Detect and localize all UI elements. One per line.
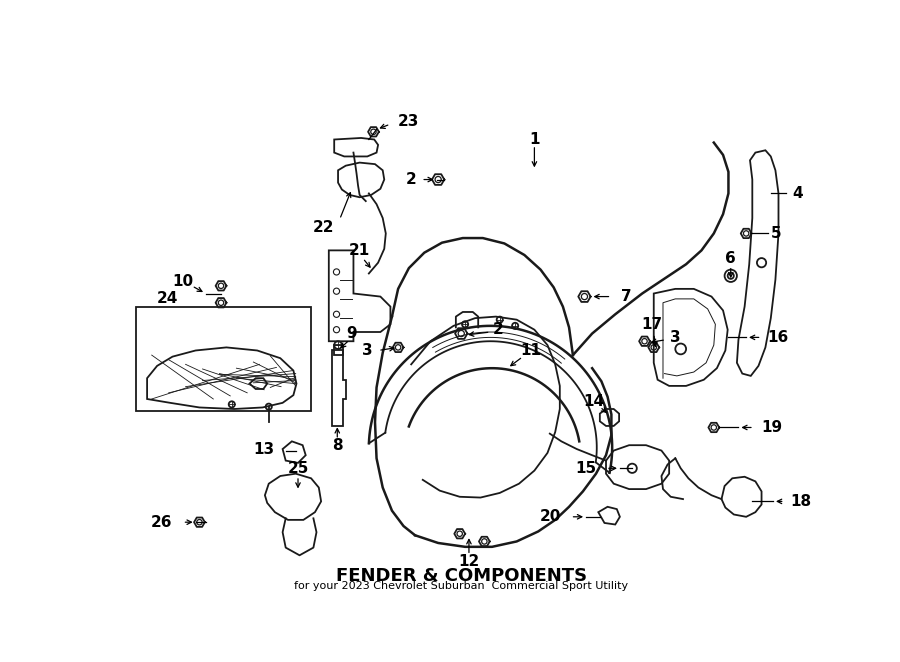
Text: FENDER & COMPONENTS: FENDER & COMPONENTS <box>336 567 587 585</box>
Text: 13: 13 <box>254 442 274 457</box>
Text: 5: 5 <box>770 226 781 241</box>
Text: 16: 16 <box>768 330 789 345</box>
Text: 11: 11 <box>520 343 541 358</box>
Text: 14: 14 <box>583 394 604 409</box>
Text: for your 2023 Chevrolet Suburban  Commercial Sport Utility: for your 2023 Chevrolet Suburban Commerc… <box>294 581 628 591</box>
Text: 2: 2 <box>406 172 417 187</box>
Text: 17: 17 <box>642 317 662 332</box>
Text: 10: 10 <box>172 273 194 289</box>
Text: 22: 22 <box>312 220 334 235</box>
Text: 3: 3 <box>670 330 680 345</box>
Text: 12: 12 <box>458 554 480 569</box>
Text: 9: 9 <box>346 326 357 341</box>
Text: 21: 21 <box>349 243 370 258</box>
Text: 24: 24 <box>157 291 178 307</box>
Text: 25: 25 <box>287 461 309 476</box>
Text: 18: 18 <box>791 494 812 509</box>
Text: 3: 3 <box>362 343 373 358</box>
Text: 20: 20 <box>540 509 562 524</box>
Text: 26: 26 <box>151 514 173 530</box>
Text: 15: 15 <box>575 461 596 476</box>
Text: 8: 8 <box>332 438 343 453</box>
Text: 19: 19 <box>761 420 783 435</box>
Text: 1: 1 <box>529 132 540 147</box>
Text: 23: 23 <box>398 115 419 129</box>
Text: 6: 6 <box>725 251 736 265</box>
Text: 7: 7 <box>621 289 632 304</box>
Text: 4: 4 <box>792 186 803 201</box>
Text: 2: 2 <box>493 322 504 337</box>
